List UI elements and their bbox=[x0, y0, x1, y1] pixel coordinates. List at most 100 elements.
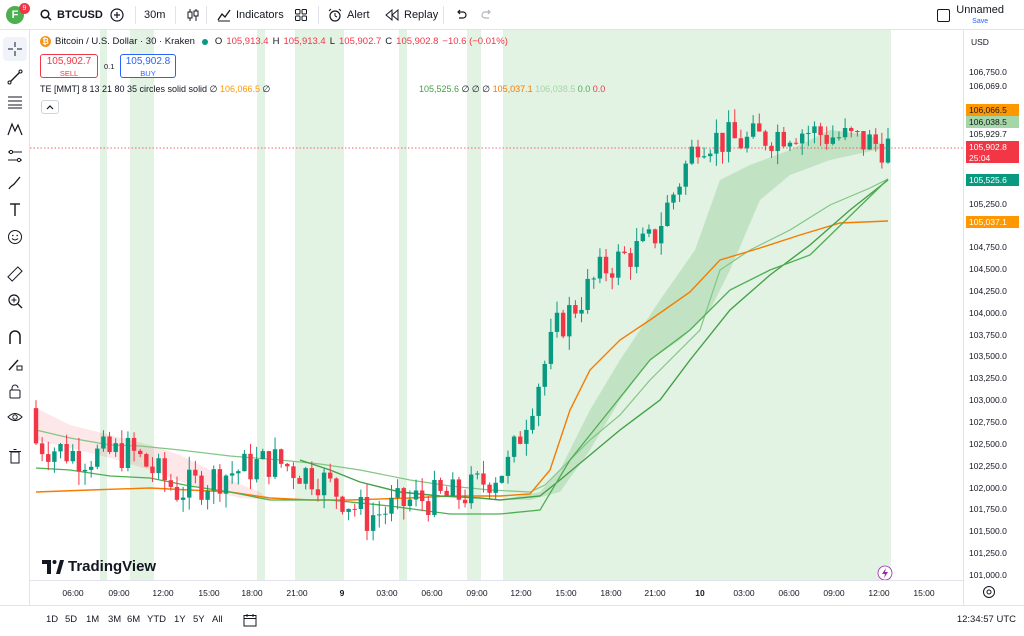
remove-drawings-tool[interactable] bbox=[3, 444, 27, 468]
candle-body bbox=[744, 136, 750, 149]
candle-body bbox=[732, 122, 737, 139]
candle-body bbox=[818, 126, 823, 136]
trend-line-tool[interactable] bbox=[3, 65, 27, 89]
candle-body bbox=[665, 202, 670, 227]
candle-body bbox=[849, 128, 854, 132]
candle-body bbox=[873, 134, 878, 144]
range-button-1m[interactable]: 1M bbox=[86, 614, 100, 625]
hide-drawings-tool[interactable] bbox=[3, 405, 27, 429]
magnet-tool[interactable] bbox=[3, 325, 27, 349]
tradingview-watermark[interactable]: TradingView bbox=[42, 558, 156, 575]
candle-body bbox=[187, 469, 192, 498]
time-tick: 18:00 bbox=[600, 588, 622, 598]
buy-button[interactable]: 105,902.8 BUY bbox=[120, 54, 176, 78]
candle-body bbox=[511, 436, 517, 457]
price-chart[interactable] bbox=[30, 30, 963, 580]
range-button-3m[interactable]: 3M bbox=[108, 614, 122, 625]
candle-body bbox=[125, 437, 131, 469]
candle-body bbox=[855, 131, 860, 133]
candle-body bbox=[113, 443, 118, 452]
layout-name-button[interactable]: Unnamed Save bbox=[956, 5, 1004, 27]
symbol-search-button[interactable]: BTCUSD bbox=[40, 0, 103, 30]
candle-body bbox=[842, 128, 848, 138]
zoom-tool[interactable] bbox=[3, 289, 27, 313]
brush-tool[interactable] bbox=[3, 171, 27, 195]
range-button-1y[interactable]: 1Y bbox=[174, 614, 186, 625]
save-status: Save bbox=[972, 18, 989, 25]
ruler-tool[interactable] bbox=[3, 262, 27, 286]
brush-icon bbox=[8, 176, 21, 190]
ma-band-line bbox=[35, 178, 889, 515]
market-open-icon bbox=[201, 38, 208, 45]
candle-body bbox=[720, 132, 725, 152]
candle-body bbox=[174, 486, 180, 500]
measure-lines-icon bbox=[8, 149, 22, 163]
alarm-clock-icon bbox=[328, 8, 342, 22]
crosshair-tool[interactable] bbox=[3, 37, 27, 61]
indicator-value-3: 105,037.1 bbox=[492, 84, 533, 94]
forecasting-tool[interactable] bbox=[3, 144, 27, 168]
candle-body bbox=[726, 122, 731, 152]
indicator-value-1-flag: ∅ bbox=[262, 84, 271, 94]
candle-body bbox=[524, 429, 529, 444]
currency-selector[interactable]: USD bbox=[968, 34, 1018, 50]
text-tool[interactable] bbox=[3, 198, 27, 222]
compare-symbol-button[interactable] bbox=[110, 0, 124, 30]
pattern-tool[interactable] bbox=[3, 117, 27, 141]
time-tick: 03:00 bbox=[733, 588, 755, 598]
time-tick: 09:00 bbox=[466, 588, 488, 598]
indicators-button[interactable]: Indicators bbox=[217, 0, 284, 30]
stay-in-drawing-tool[interactable] bbox=[3, 352, 27, 376]
chart-settings-icon[interactable] bbox=[982, 585, 996, 604]
price-tick: 102,500.0 bbox=[969, 439, 1007, 449]
lock-icon bbox=[9, 384, 21, 399]
range-button-6m[interactable]: 6M bbox=[127, 614, 141, 625]
icon-tool[interactable] bbox=[3, 225, 27, 249]
buy-label: BUY bbox=[140, 69, 156, 78]
alert-button[interactable]: Alert bbox=[328, 0, 370, 30]
candle-body bbox=[628, 253, 633, 267]
candle-body bbox=[573, 305, 578, 314]
grid-icon bbox=[295, 9, 307, 21]
price-axis[interactable] bbox=[963, 30, 1024, 606]
replay-icon bbox=[385, 9, 399, 21]
layouts-button[interactable] bbox=[295, 0, 307, 30]
range-button-5d[interactable]: 5D bbox=[65, 614, 78, 625]
ohlc-high: 105,913.4 bbox=[283, 36, 326, 47]
candle-body bbox=[695, 146, 701, 158]
indicator-legend[interactable]: TE [MMT] 8 13 21 80 35 circles solid sol… bbox=[40, 84, 270, 95]
session-highlights bbox=[100, 30, 891, 580]
redo-button[interactable] bbox=[481, 0, 494, 30]
range-button-ytd[interactable]: YTD bbox=[147, 614, 166, 625]
lock-drawings-tool[interactable] bbox=[3, 379, 27, 403]
ma-light-green bbox=[35, 178, 889, 493]
goto-date-button[interactable] bbox=[243, 613, 257, 630]
price-tick: 104,750.0 bbox=[969, 242, 1007, 252]
lightning-icon[interactable] bbox=[877, 565, 893, 580]
candle-body bbox=[763, 131, 768, 146]
candle-body bbox=[144, 454, 149, 467]
time-axis[interactable]: 06:00 09:00 12:00 15:00 18:00 21:00 9 03:00 06:0… bbox=[30, 580, 963, 604]
chart-type-button[interactable] bbox=[186, 0, 200, 30]
layout-checkbox-icon[interactable] bbox=[937, 9, 950, 22]
candle-body bbox=[468, 474, 474, 504]
range-button-1d[interactable]: 1D bbox=[46, 614, 59, 625]
utc-clock[interactable]: 12:34:57 UTC bbox=[956, 614, 1016, 625]
range-button-5y[interactable]: 5Y bbox=[193, 614, 205, 625]
undo-icon bbox=[457, 9, 467, 19]
currency-label: USD bbox=[971, 37, 989, 47]
undo-button[interactable] bbox=[454, 0, 467, 30]
indicator-value-1: 106,066.5 bbox=[219, 84, 260, 94]
symbol-title[interactable]: Bitcoin / U.S. Dollar · 30 · Kraken bbox=[55, 36, 195, 47]
replay-button[interactable]: Replay bbox=[385, 0, 438, 30]
collapse-legend-button[interactable] bbox=[41, 100, 59, 114]
interval-button[interactable]: 30m bbox=[144, 0, 165, 30]
indicator-value-4: 106,038.5 bbox=[535, 84, 576, 94]
candle-body bbox=[119, 443, 125, 469]
sell-button[interactable]: 105,902.7 SELL bbox=[40, 54, 98, 78]
range-button-all[interactable]: All bbox=[212, 614, 223, 625]
candle-body bbox=[781, 131, 786, 147]
fib-tool[interactable] bbox=[3, 90, 27, 114]
candle-body bbox=[444, 490, 449, 496]
